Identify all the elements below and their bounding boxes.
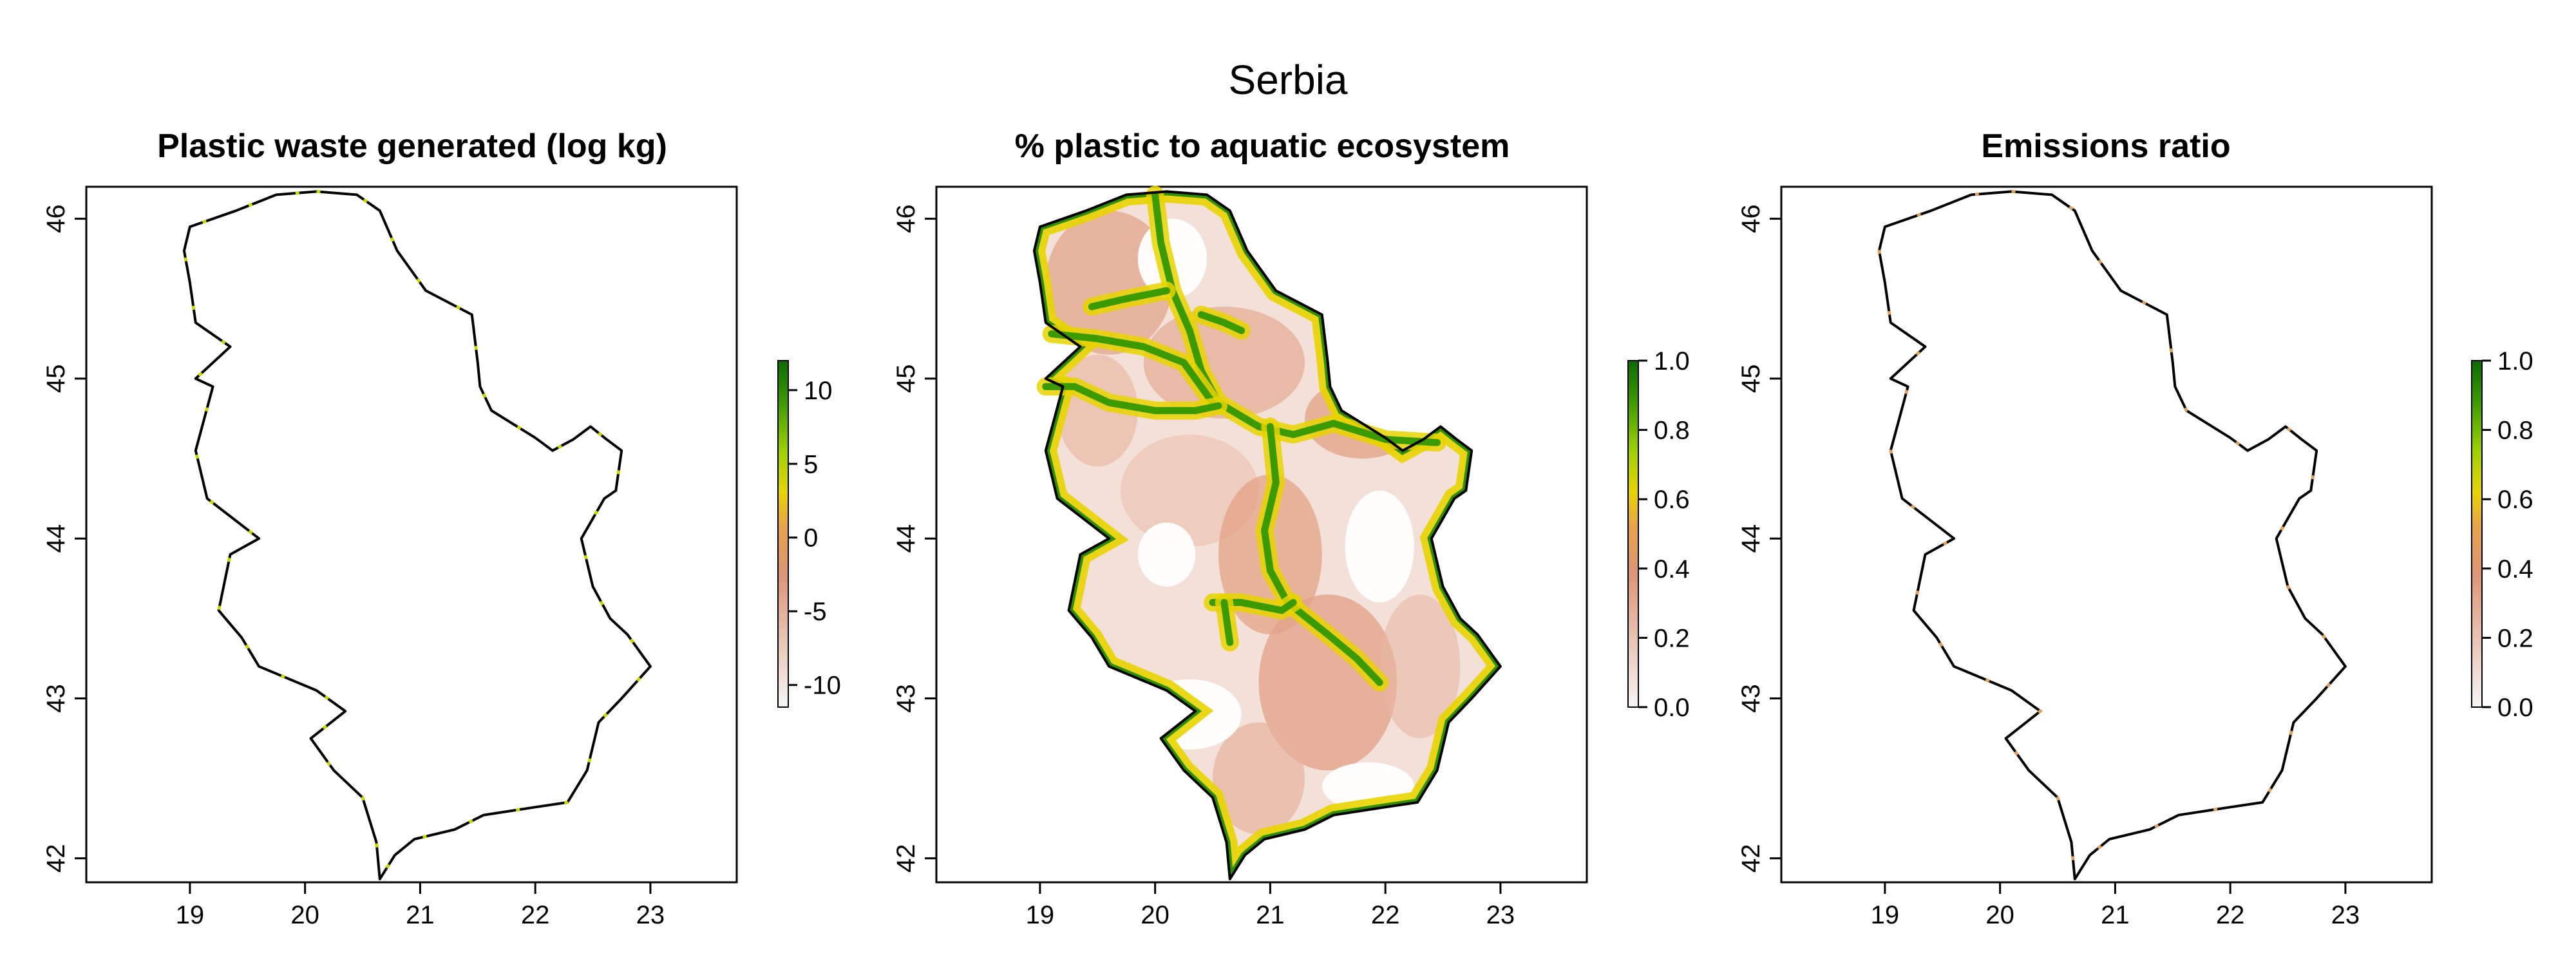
catchment-shade (1379, 594, 1461, 739)
y-tick-label: 42 (1737, 844, 1765, 873)
panel-title: Plastic waste generated (log kg) (157, 128, 667, 165)
legend-color-bar (1627, 360, 1639, 708)
color-legend: 10 5 0 -5 -10 (777, 360, 841, 708)
legend-tick-label: 0.4 (1654, 555, 1690, 583)
y-axis: 42 43 44 45 46 (1737, 204, 1781, 873)
y-tick-label: 44 (42, 524, 70, 553)
legend-tick-label: 1.0 (1654, 347, 1690, 375)
zero-value-area (1345, 490, 1414, 603)
zero-value-area (1137, 522, 1196, 587)
y-tick-label: 45 (42, 365, 70, 393)
serbia-border (1032, 190, 1502, 880)
serbia-border (1877, 190, 2347, 880)
legend-tick-label: 0.0 (2497, 694, 2533, 722)
legend-tick-label: 0.2 (2497, 624, 2533, 652)
legend-tick-label: 0.8 (2497, 417, 2533, 445)
y-tick-label: 46 (1737, 204, 1765, 233)
legend-color-bar (777, 360, 789, 708)
x-tick-label: 21 (406, 901, 435, 929)
legend-tick-label: 0.0 (1654, 694, 1690, 722)
legend-tick-label: 0.2 (1654, 624, 1690, 652)
legend-tick-label: 5 (804, 450, 818, 478)
river-line (1042, 383, 1222, 415)
x-tick-label: 20 (1141, 901, 1170, 929)
x-tick-label: 20 (1985, 901, 2014, 929)
legend-tick-label: 0 (804, 524, 818, 553)
x-axis: 19 20 21 22 23 (1871, 882, 2360, 929)
color-legend: 1.0 0.8 0.6 0.4 0.2 0.0 (1627, 347, 1690, 722)
y-tick-label: 46 (42, 204, 70, 233)
legend-tick-label: 0.8 (1654, 417, 1690, 445)
plot-frame (85, 185, 738, 884)
plot-frame (1780, 185, 2433, 884)
legend-tick-label: -10 (804, 672, 841, 700)
x-tick-label: 22 (521, 901, 550, 929)
river-line (1220, 599, 1234, 647)
y-tick-label: 43 (42, 684, 70, 713)
river-line (1048, 330, 1217, 406)
x-tick-label: 19 (176, 901, 205, 929)
x-tick-label: 22 (2216, 901, 2245, 929)
legend-color-bar (2471, 360, 2483, 708)
river-network (1036, 185, 1446, 692)
river-line (1261, 422, 1383, 687)
y-tick-label: 46 (892, 204, 920, 233)
panel-title: Emissions ratio (1981, 128, 2230, 165)
x-tick-label: 21 (1256, 901, 1285, 929)
x-axis: 19 20 21 22 23 (1026, 882, 1515, 929)
y-tick-label: 43 (1737, 684, 1765, 713)
panel-title: % plastic to aquatic ecosystem (1015, 128, 1510, 165)
river-line (1088, 287, 1170, 310)
panel-waste-generated: Plastic waste generated (log kg) 19 20 21 2… (42, 128, 841, 929)
y-tick-label: 43 (892, 684, 920, 713)
x-tick-label: 20 (290, 901, 319, 929)
panel-emissions-ratio: Emissions ratio 19 20 21 22 23 42 43 44 45 46 1.… (1737, 128, 2533, 929)
x-axis: 19 20 21 22 23 (176, 882, 665, 929)
legend-tick-label: 1.0 (2497, 347, 2533, 375)
y-tick-label: 45 (1737, 365, 1765, 393)
y-tick-label: 45 (892, 365, 920, 393)
legend-tick-label: -5 (804, 598, 827, 626)
legend-tick-label: 0.4 (2497, 555, 2533, 583)
figure-title: Serbia (1229, 57, 1348, 103)
x-tick-label: 23 (2331, 901, 2360, 929)
legend-tick-label: 0.6 (1654, 486, 1690, 514)
plot-frame (935, 185, 1588, 884)
x-tick-label: 21 (2101, 901, 2130, 929)
catchment-shade (1258, 594, 1397, 771)
y-axis: 42 43 44 45 46 (42, 204, 86, 873)
y-tick-label: 44 (1737, 524, 1765, 553)
color-legend: 1.0 0.8 0.6 0.4 0.2 0.0 (2471, 347, 2533, 722)
legend-tick-label: 10 (804, 377, 833, 405)
x-tick-label: 23 (1486, 901, 1515, 929)
x-tick-label: 22 (1371, 901, 1400, 929)
y-tick-label: 42 (892, 844, 920, 873)
legend-tick-label: 0.6 (2497, 486, 2533, 514)
panel-aquatic-fraction: % plastic to aquatic ecosystem 19 20 21 22 2… (892, 128, 1690, 929)
x-tick-label: 19 (1871, 901, 1900, 929)
x-tick-label: 19 (1026, 901, 1055, 929)
y-tick-label: 44 (892, 524, 920, 553)
river-line (1197, 311, 1245, 334)
x-tick-label: 23 (636, 901, 665, 929)
y-tick-label: 42 (42, 844, 70, 873)
serbia-border (182, 190, 652, 880)
y-axis: 42 43 44 45 46 (892, 204, 936, 873)
catchment-shade (1213, 722, 1305, 835)
